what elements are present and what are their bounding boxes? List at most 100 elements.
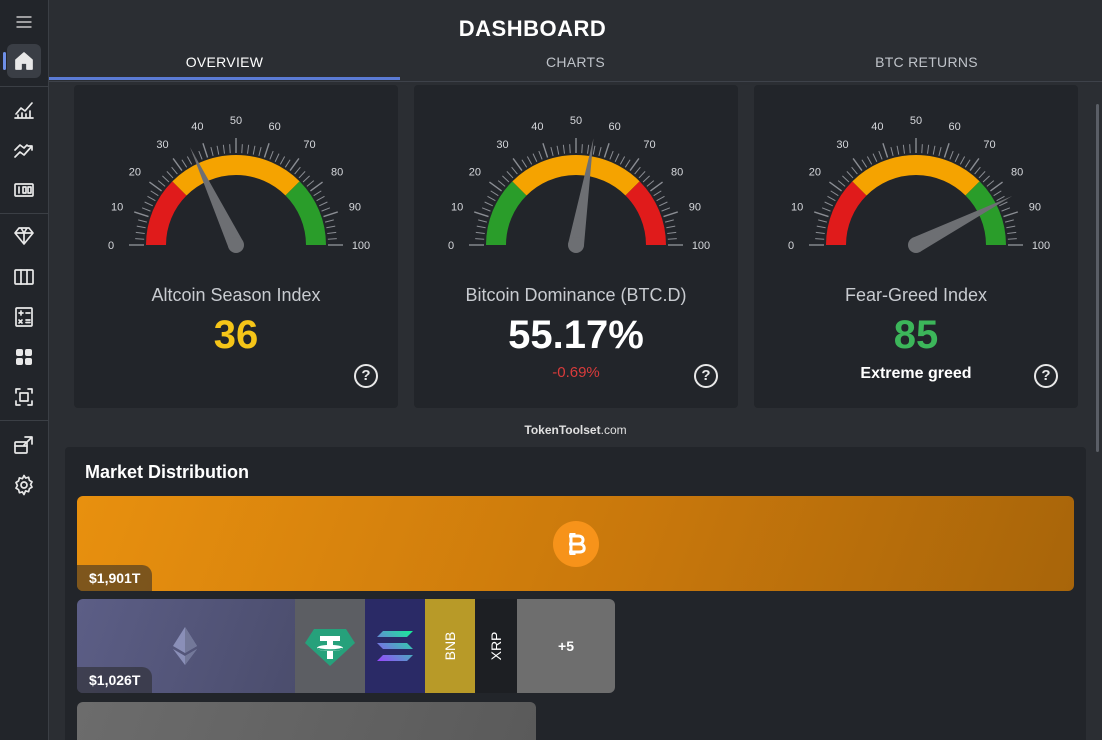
grid-icon[interactable]	[7, 340, 41, 374]
gauge-tick	[258, 147, 262, 157]
gauge-tick	[663, 211, 678, 218]
menu-icon[interactable]	[7, 5, 41, 39]
gauge-tick	[932, 145, 936, 155]
help-icon[interactable]: ?	[354, 364, 378, 388]
external-window-icon[interactable]	[7, 428, 41, 462]
xrp-tile[interactable]: XRP	[475, 599, 517, 693]
gauge-tick	[327, 231, 337, 234]
gauge-tick-label: 60	[609, 121, 621, 133]
home-icon[interactable]	[7, 44, 41, 78]
scrollbar[interactable]	[1096, 104, 1099, 452]
gauge-tick	[1007, 231, 1017, 234]
settings-icon[interactable]	[7, 468, 41, 502]
eth-tile[interactable]: $1,026T	[77, 599, 295, 693]
gauge-tick	[476, 225, 486, 229]
gauge-tick	[229, 144, 231, 154]
gauge-tick	[134, 211, 149, 218]
gauge-tick	[964, 159, 971, 168]
gauge-tick	[324, 219, 334, 223]
gauge-tick	[909, 144, 911, 154]
btc-tile[interactable]: $1,901T	[77, 496, 1074, 591]
gauge-tick	[996, 195, 1005, 202]
scan-icon[interactable]	[7, 380, 41, 414]
gauge-tick	[252, 145, 256, 155]
trend-chart-icon[interactable]	[7, 133, 41, 167]
ethereum-logo-icon	[173, 627, 197, 665]
gauge-tick-label: 0	[448, 240, 454, 252]
gauge-tick	[581, 144, 583, 154]
gauge-tick	[818, 219, 828, 223]
gauge-tick-label: 90	[689, 201, 701, 213]
gauge-band	[512, 155, 640, 196]
gauge-tick-label: 10	[111, 201, 123, 213]
tab-overview[interactable]: OVERVIEW	[185, 54, 264, 70]
gauge-tick	[990, 181, 1003, 192]
gauge-tick-label: 100	[352, 240, 370, 252]
line-chart-icon[interactable]	[7, 93, 41, 127]
gauge-tick	[624, 159, 631, 168]
gauge-tick	[149, 181, 162, 192]
gauge-tick-label: 60	[269, 121, 281, 133]
gauge-tick	[569, 144, 571, 154]
gauge-tick-label: 20	[469, 167, 481, 179]
gauge-tick	[890, 147, 894, 157]
diamond-icon[interactable]	[7, 219, 41, 253]
gauge-tick	[327, 238, 337, 240]
gauge-value: 36	[213, 313, 259, 357]
help-icon[interactable]: ?	[694, 364, 718, 388]
gauge-tick	[279, 156, 286, 165]
bnb-tile[interactable]: BNB	[425, 599, 475, 693]
help-icon[interactable]: ?	[1034, 364, 1058, 388]
gauge-tick	[321, 207, 331, 212]
gauge-tick	[269, 150, 274, 160]
gauge-tick	[478, 219, 488, 223]
gauge-tick-label: 0	[108, 240, 114, 252]
gauge-band	[285, 181, 326, 246]
altcoins-tile[interactable]	[77, 702, 536, 740]
gauge-value: 85	[893, 313, 939, 357]
calculator-icon[interactable]	[7, 300, 41, 334]
columns-icon[interactable]	[7, 260, 41, 294]
bnb-label: BNB	[442, 631, 458, 661]
gauge-tick	[829, 181, 842, 192]
counter-icon[interactable]	[7, 173, 41, 207]
gauge-tick-label: 80	[1011, 167, 1023, 179]
gauge-tick	[475, 238, 485, 240]
gauge-tick	[902, 144, 905, 154]
tab-charts[interactable]: CHARTS	[545, 54, 606, 70]
gauge-tick-label: 100	[1032, 240, 1050, 252]
bitcoin-logo-icon	[553, 521, 599, 567]
sol-tile[interactable]	[365, 599, 425, 693]
market-distribution-panel: Market Distribution $1,901T $1,026T	[65, 447, 1086, 740]
gauge-tick	[619, 156, 626, 165]
gauge-tick	[1007, 238, 1017, 240]
gauge-tick	[521, 159, 528, 168]
gauge-tick	[634, 166, 641, 175]
gauge-tick	[882, 143, 889, 158]
gauge-tick	[198, 150, 203, 160]
gauge-tick	[1006, 225, 1016, 229]
gauge-band	[625, 181, 666, 246]
tab-btc-returns[interactable]: BTC RETURNS	[875, 54, 978, 70]
gauge-tick	[872, 153, 878, 162]
gauge-tick	[323, 211, 338, 218]
gauge-tick	[475, 231, 485, 234]
brand-link[interactable]: TokenToolset.com	[524, 423, 627, 437]
gauge-tick	[157, 180, 166, 187]
gauge-tick	[842, 175, 850, 183]
gauge-tick	[642, 175, 650, 183]
gauge-tick-label: 70	[983, 139, 995, 151]
gauge-label: Bitcoin Dominance (BTC.D)	[465, 285, 687, 305]
usdt-tile[interactable]	[295, 599, 365, 693]
gauge-tick	[1004, 219, 1014, 223]
gauge-tick-label: 80	[671, 167, 683, 179]
gauge-tick	[821, 207, 831, 212]
more-coins-tile[interactable]: +5	[517, 599, 615, 693]
gauge-needle	[190, 147, 244, 249]
gauge-tick-label: 70	[643, 139, 655, 151]
gauge-tick	[815, 231, 825, 234]
gauge-tick-label: 10	[791, 201, 803, 213]
gauge-tick	[816, 225, 826, 229]
gauge-tick	[999, 201, 1008, 207]
